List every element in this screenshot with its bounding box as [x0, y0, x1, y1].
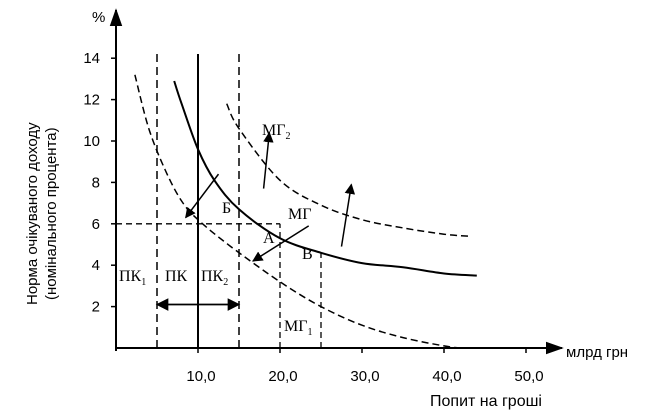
point-label-а: А	[263, 230, 275, 247]
series-labels: МГ МГ2 МГ1 ПК1 ПК ПК2 А Б В	[119, 122, 313, 338]
tick-labels: 2 4 6 8 10 12 14 10,0 20,0 30,0 40,0 50,0	[83, 50, 543, 385]
shift-arrow	[185, 173, 220, 219]
label-мг2: МГ2	[262, 122, 290, 142]
y-unit-label: %	[92, 9, 105, 26]
x-axis-title: Попит на гроші	[430, 393, 542, 410]
y-tick-label: 6	[92, 216, 100, 233]
axes	[109, 8, 564, 355]
y-tick-label: 8	[92, 174, 100, 191]
label-пк1: ПК1	[119, 268, 146, 288]
x-tick-label: 20,0	[268, 368, 297, 385]
y-tick-label: 10	[83, 133, 100, 150]
y-tick-label: 12	[83, 92, 100, 109]
point-label-в: В	[302, 246, 313, 263]
y-tick-label: 2	[92, 299, 100, 316]
demand-curves	[134, 74, 477, 349]
curve-мг1	[134, 74, 461, 349]
shift-arrow	[340, 183, 356, 247]
curve-мг	[173, 80, 477, 277]
curve-мг2	[226, 103, 469, 237]
shift-arrow	[262, 131, 274, 189]
x-tick-label: 40,0	[432, 368, 461, 385]
x-unit-label: млрд грн	[566, 344, 628, 361]
x-tick-label: 50,0	[514, 368, 543, 385]
x-tick-label: 30,0	[350, 368, 379, 385]
shift-arrow	[252, 225, 310, 262]
label-мг: МГ	[288, 206, 311, 223]
y-axis-title-line1: Норма очікуваного доходу	[24, 122, 41, 305]
label-пк2: ПК2	[201, 268, 228, 288]
y-tick-label: 4	[92, 257, 100, 274]
label-мг1: МГ1	[284, 318, 312, 338]
y-tick-label: 14	[83, 50, 100, 67]
label-пк: ПК	[165, 268, 188, 285]
x-tick-label: 10,0	[186, 368, 215, 385]
point-label-б: Б	[222, 200, 231, 217]
y-axis-title-line2: (номінального процента)	[43, 127, 60, 300]
shift-arrows	[155, 131, 356, 311]
